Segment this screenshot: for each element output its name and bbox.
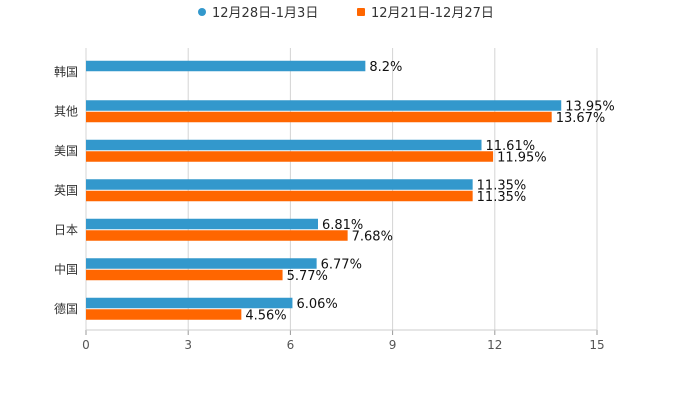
category-label: 德国 — [54, 301, 78, 316]
bar-0[interactable] — [86, 60, 366, 72]
bar-1[interactable] — [86, 111, 552, 123]
data-label: 11.35% — [477, 178, 527, 193]
bar-0[interactable] — [86, 179, 473, 190]
data-label: 6.06% — [296, 297, 337, 312]
axis: 0 3 6 9 12 15 — [82, 329, 605, 352]
data-label: 11.35% — [477, 190, 527, 205]
x-tick-label: 3 — [184, 338, 192, 352]
data-label: 11.61% — [486, 139, 536, 154]
data-label: 8.2% — [369, 60, 402, 75]
legend[interactable]: 12月28日-1月3日 12月21日-12月27日 — [198, 6, 494, 21]
legend-marker-1 — [357, 8, 365, 16]
data-label: 4.56% — [245, 308, 286, 323]
category-label: 美国 — [54, 144, 78, 158]
legend-label-1[interactable]: 12月21日-12月27日 — [371, 6, 494, 21]
data-label: 7.68% — [352, 229, 393, 244]
data-label: 6.81% — [322, 218, 363, 233]
x-tick-label: 12 — [487, 338, 502, 352]
bar-1[interactable] — [86, 151, 494, 162]
bar-0[interactable] — [86, 100, 562, 111]
category-label: 日本 — [54, 223, 78, 237]
category-label: 其他 — [54, 104, 78, 118]
x-tick-label: 6 — [287, 338, 295, 352]
data-label: 13.95% — [565, 99, 615, 114]
bars: 韩国 8.2% 其他 13.95%13.67% 美国 11.61%11.95% 英国 11.3… — [54, 60, 615, 324]
x-tick-label: 0 — [82, 338, 90, 352]
bar-1[interactable] — [86, 230, 348, 241]
data-label: 11.95% — [497, 150, 547, 165]
legend-marker-0 — [198, 8, 206, 16]
bar-0[interactable] — [86, 218, 318, 230]
data-label: 6.77% — [321, 257, 362, 272]
legend-label-0[interactable]: 12月28日-1月3日 — [212, 6, 318, 21]
bar-1[interactable] — [86, 309, 242, 320]
bar-1[interactable] — [86, 269, 283, 281]
bar-0[interactable] — [86, 258, 317, 269]
category-label: 英国 — [54, 183, 78, 197]
x-tick-label: 15 — [589, 338, 604, 352]
data-label: 13.67% — [556, 111, 606, 126]
bar-0[interactable] — [86, 139, 482, 151]
data-label: 5.77% — [287, 269, 328, 284]
bar-0[interactable] — [86, 297, 293, 309]
bar-1[interactable] — [86, 190, 473, 202]
category-label: 中国 — [54, 261, 78, 276]
x-tick-label: 9 — [389, 338, 397, 352]
category-label: 韩国 — [54, 64, 78, 79]
